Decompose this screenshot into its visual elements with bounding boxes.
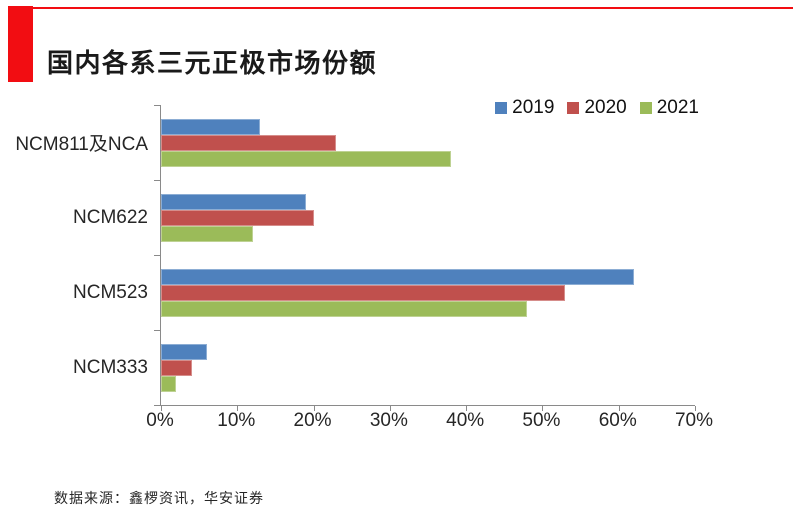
legend-swatch-icon [567,102,580,114]
bar-group-NCM523 [161,255,695,330]
y-axis-tick [154,405,160,406]
bar-NCM622-2021 [161,226,253,242]
x-axis-tick [161,406,162,411]
x-tick-label: 40% [446,410,485,431]
x-tick-label: 30% [369,410,408,431]
x-axis-tick [237,406,239,411]
x-axis-tick [313,406,315,411]
bar-NCM333-2020 [161,360,192,376]
bar-NCM523-2019 [161,269,634,285]
bar-NCM523-2021 [161,301,528,317]
bar-NCM333-2019 [161,344,207,360]
legend-swatch-icon [495,102,508,114]
x-axis-tick [618,406,620,411]
legend-swatch-icon [639,102,652,114]
x-tick-label: 10% [217,410,256,431]
x-axis-tick [389,406,391,411]
x-tick-label: 70% [674,410,714,431]
bar-NCM622-2019 [161,194,306,210]
y-axis-tick [154,330,160,331]
bar-group-NCM811及NCA [161,105,695,180]
y-axis-tick [154,180,160,181]
category-axis-labels: NCM811及NCA NCM622 NCM523 NCM333 [0,105,148,405]
chart-legend: 2019 2020 2021 [495,97,699,119]
bar-group-NCM333 [161,330,695,405]
plot-area [154,105,696,411]
category-label-NCM523: NCM523 [73,281,148,303]
legend-item-2020: 2020 [567,97,627,119]
source-note: 数据来源：鑫椤资讯，华安证券 [54,491,264,507]
bar-NCM811及NCA-2019 [161,119,261,135]
category-label-NCM811及NCA: NCM811及NCA [15,134,148,155]
x-tick-label: 60% [598,410,637,431]
x-axis-labels: 0% 10% 20% 30% 40% 50% 60% 70% [146,410,713,432]
bar-group-NCM622 [161,180,695,255]
x-axis-tick [695,406,696,411]
header-top-line [8,7,793,9]
legend-item-2019: 2019 [495,97,554,119]
category-label-NCM622: NCM622 [73,206,148,228]
x-tick-label: 50% [522,410,561,431]
y-axis-tick [154,105,160,106]
x-axis-tick [466,406,468,411]
legend-label: 2021 [656,97,699,118]
category-label-NCM333: NCM333 [73,356,148,378]
chart-title: 国内各系三元正极市场份额 [47,48,378,79]
y-axis-tick [154,255,160,256]
bar-NCM333-2021 [161,376,177,392]
legend-label: 2020 [584,97,627,118]
x-tick-label: 0% [146,410,174,431]
bar-NCM811及NCA-2020 [161,135,337,151]
bar-NCM811及NCA-2021 [161,151,451,167]
x-tick-label: 20% [293,410,332,431]
bar-NCM523-2020 [161,285,566,301]
legend-item-2021: 2021 [639,97,699,119]
bar-NCM622-2020 [161,210,314,226]
x-axis-tick [542,406,544,411]
header-accent-block [8,6,33,82]
legend-label: 2019 [512,97,555,118]
